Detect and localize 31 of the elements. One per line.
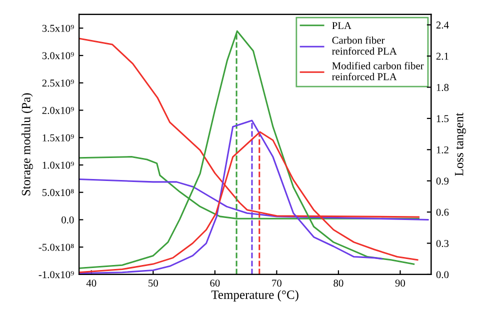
x-tick-label: 80 <box>334 280 344 287</box>
x-tick-label: 50 <box>148 280 158 287</box>
y2-tick-label: 0.6 <box>436 208 449 216</box>
y-tick-label: 1.5x10⁹ <box>42 134 74 142</box>
y2-tick-label: 1.8 <box>436 84 449 92</box>
y2-tick-label: 0.9 <box>436 178 449 185</box>
y-tick-label: 0.0 <box>62 216 74 224</box>
y2-tick-label: 1.5 <box>436 115 449 122</box>
y-tick-label: 3.0x10⁹ <box>42 52 74 60</box>
x-tick-label: 90 <box>395 280 406 287</box>
y-tick-label: 1.0x10⁹ <box>42 162 74 169</box>
y2-tick-label: 2.1 <box>436 52 448 60</box>
y-axis-title: Storage modulu (Pa) <box>22 93 33 196</box>
x-tick-label: 70 <box>272 280 282 287</box>
x-tick-label: 40 <box>86 280 96 287</box>
legend-label: Carbon fiber reinforced PLA <box>332 36 397 55</box>
y2-tick-label: 1.2 <box>436 146 448 154</box>
y-tick-label: 2.0x10⁹ <box>42 106 74 114</box>
y-tick-label: 3.5x10⁹ <box>42 24 74 32</box>
y2-axis-title: Loss tangent <box>454 112 466 176</box>
x-tick-label: 60 <box>210 280 220 287</box>
legend-label: Modified carbon fiber reinforced PLA <box>332 62 424 80</box>
y2-tick-label: 0.3 <box>436 240 449 248</box>
y-tick-label: 5.0x10⁸ <box>42 189 74 196</box>
x-axis-title: Temperature (°C) <box>211 290 298 302</box>
y-tick-label: -5.0x10⁸ <box>38 244 74 251</box>
legend-label: PLA <box>332 22 352 30</box>
y2-tick-label: 2.4 <box>436 22 449 29</box>
y-tick-label: -1.0x10⁹ <box>38 271 74 278</box>
y2-tick-label: 0.0 <box>436 271 449 278</box>
y-tick-label: 2.5x10⁹ <box>42 80 74 87</box>
